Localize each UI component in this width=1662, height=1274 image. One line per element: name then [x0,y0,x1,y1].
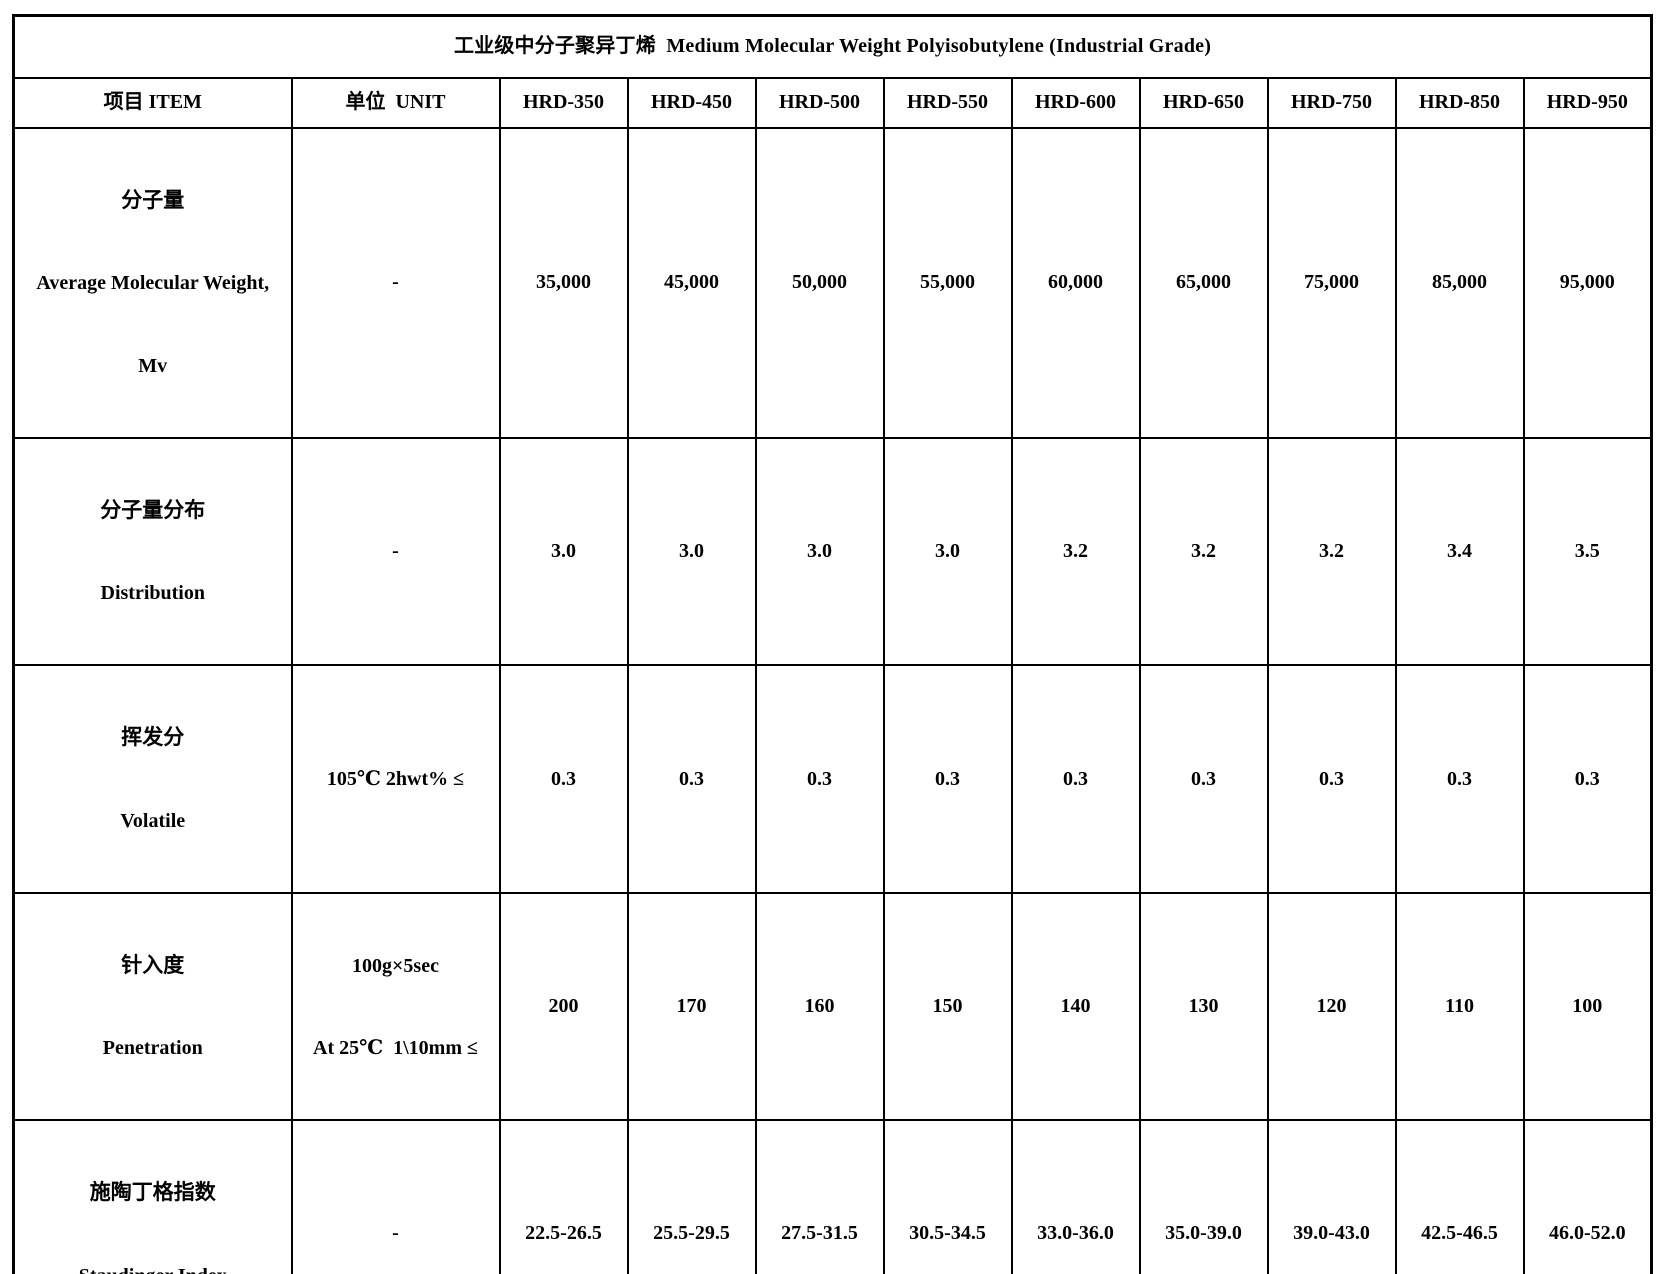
value-cell: 55,000 [882,126,1013,439]
item-name-cn: 针入度 [121,952,185,977]
grade-column-header: HRD-550 [882,76,1013,129]
value-cell: 0.3 [882,664,1013,894]
item-cell: 针入度 Penetration [12,891,293,1122]
unit-cell: - [290,126,501,439]
grade-column-header: HRD-600 [1010,76,1141,129]
value-cell: 0.3 [1522,664,1653,894]
unit-column-header: 单位 UNIT [290,76,501,129]
value-cell: 170 [626,891,757,1122]
item-name-en: Average Molecular Weight, [36,271,270,294]
value-cell: 3.4 [1394,436,1525,667]
value-cell: 3.2 [1138,436,1269,667]
value-cell: 0.3 [1266,664,1397,894]
value-cell: 120 [1266,891,1397,1122]
unit-cell: 105℃ 2hwt% ≤ [290,664,501,894]
value-cell: 3.2 [1010,436,1141,667]
unit-cell: - [290,436,501,667]
value-cell: 110 [1394,891,1525,1122]
unit-cell: 100g×5sec At 25℃ 1\10mm ≤ [290,891,501,1122]
value-cell: 160 [754,891,885,1122]
value-cell: 3.0 [754,436,885,667]
item-name-cn: 分子量分布 [100,497,206,522]
value-cell: 0.3 [1138,664,1269,894]
value-cell: 3.0 [626,436,757,667]
value-cell: 39.0-43.0 [1266,1119,1397,1274]
grade-column-header: HRD-450 [626,76,757,129]
value-cell: 3.0 [882,436,1013,667]
value-cell: 25.5-29.5 [626,1119,757,1274]
item-name-en: Penetration [102,1037,203,1060]
value-cell: 0.3 [626,664,757,894]
value-cell: 35.0-39.0 [1138,1119,1269,1274]
value-cell: 85,000 [1394,126,1525,439]
item-name-cn: 挥发分 [121,725,185,750]
grade-column-header: HRD-950 [1522,76,1653,129]
grade-column-header: HRD-850 [1394,76,1525,129]
unit-line-2: At 25℃ 1\10mm ≤ [313,1036,478,1059]
unit-cell: - [290,1119,501,1274]
value-cell: 46.0-52.0 [1522,1119,1653,1274]
value-cell: 0.3 [754,664,885,894]
value-cell: 75,000 [1266,126,1397,439]
value-cell: 50,000 [754,126,885,439]
item-name-en: Staudinger Index [19,1262,287,1274]
value-cell: 22.5-26.5 [498,1119,629,1274]
value-cell: 30.5-34.5 [882,1119,1013,1274]
spec-table: 工业级中分子聚异丁烯 Medium Molecular Weight Polyi… [12,14,1654,1274]
grade-column-header: HRD-750 [1266,76,1397,129]
item-cell: 施陶丁格指数 Staudinger Index [12,1119,293,1274]
value-cell: 65,000 [1138,126,1269,439]
table-row-staudinger-index: 施陶丁格指数 Staudinger Index - 22.5-26.5 25.5… [12,1119,1653,1274]
value-cell: 140 [1010,891,1141,1122]
item-column-header: 项目 ITEM [12,76,293,129]
header-row: 项目 ITEM 单位 UNIT HRD-350 HRD-450 HRD-500 … [12,76,1653,129]
title-row: 工业级中分子聚异丁烯 Medium Molecular Weight Polyi… [12,14,1653,79]
value-cell: 42.5-46.5 [1394,1119,1525,1274]
value-cell: 3.5 [1522,436,1653,667]
value-cell: 130 [1138,891,1269,1122]
value-cell: 0.3 [498,664,629,894]
value-cell: 200 [498,891,629,1122]
item-cell: 分子量分布 Distribution [12,436,293,667]
grade-column-header: HRD-650 [1138,76,1269,129]
item-name-cn: 分子量 [121,187,185,212]
item-name-en: Distribution [100,582,205,605]
table-title: 工业级中分子聚异丁烯 Medium Molecular Weight Polyi… [12,14,1653,79]
value-cell: 3.2 [1266,436,1397,667]
value-cell: 27.5-31.5 [754,1119,885,1274]
table-row-distribution: 分子量分布 Distribution - 3.0 3.0 3.0 3.0 3.2… [12,436,1653,667]
value-cell: 150 [882,891,1013,1122]
item-name-en-2: Mv [138,354,168,377]
item-name-en: Volatile [120,809,186,832]
table-row-average-molecular-weight: 分子量 Average Molecular Weight, Mv - 35,00… [12,126,1653,439]
value-cell: 3.0 [498,436,629,667]
item-cell: 挥发分 Volatile [12,664,293,894]
item-cell: 分子量 Average Molecular Weight, Mv [12,126,293,439]
table-row-penetration: 针入度 Penetration 100g×5sec At 25℃ 1\10mm … [12,891,1653,1122]
unit-line-1: 100g×5sec [352,954,439,977]
value-cell: 33.0-36.0 [1010,1119,1141,1274]
value-cell: 0.3 [1010,664,1141,894]
table-row-volatile: 挥发分 Volatile 105℃ 2hwt% ≤ 0.3 0.3 0.3 0.… [12,664,1653,894]
value-cell: 35,000 [498,126,629,439]
value-cell: 45,000 [626,126,757,439]
grade-column-header: HRD-500 [754,76,885,129]
value-cell: 60,000 [1010,126,1141,439]
grade-column-header: HRD-350 [498,76,629,129]
item-name-cn: 施陶丁格指数 [89,1180,216,1205]
value-cell: 95,000 [1522,126,1653,439]
value-cell: 0.3 [1394,664,1525,894]
value-cell: 100 [1522,891,1653,1122]
